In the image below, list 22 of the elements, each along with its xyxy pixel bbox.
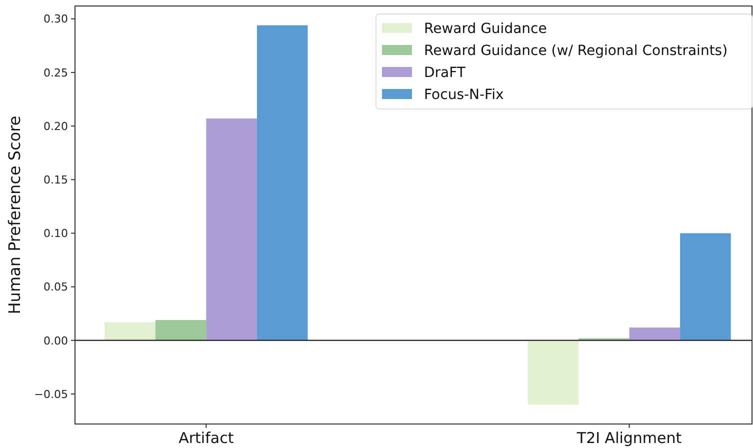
legend-label: Reward Guidance (w/ Regional Constraints)	[424, 42, 728, 59]
legend-label: Reward Guidance	[424, 20, 547, 37]
legend-label: Focus-N-Fix	[424, 86, 504, 103]
x-tick-label: T2I Alignment	[576, 429, 682, 447]
x-tick-label: Artifact	[178, 429, 234, 447]
bar	[528, 340, 579, 405]
legend-label: DraFT	[424, 64, 466, 81]
y-tick-label: 0.20	[44, 120, 68, 133]
y-axis-title: Human Preference Score	[5, 116, 24, 314]
y-tick-label: −0.05	[34, 388, 68, 401]
y-tick-label: 0.15	[44, 173, 68, 186]
y-tick-label: 0.25	[44, 66, 68, 80]
bar	[155, 320, 206, 340]
y-tick-label: 0.10	[44, 227, 68, 240]
bar	[104, 322, 156, 340]
y-tick-label: 0.30	[44, 12, 68, 26]
bar	[680, 233, 731, 340]
bar	[206, 118, 257, 340]
bar	[256, 25, 308, 340]
bar	[629, 328, 680, 340]
y-tick-label: 0.00	[44, 334, 68, 348]
y-tick-label: 0.05	[44, 280, 68, 294]
